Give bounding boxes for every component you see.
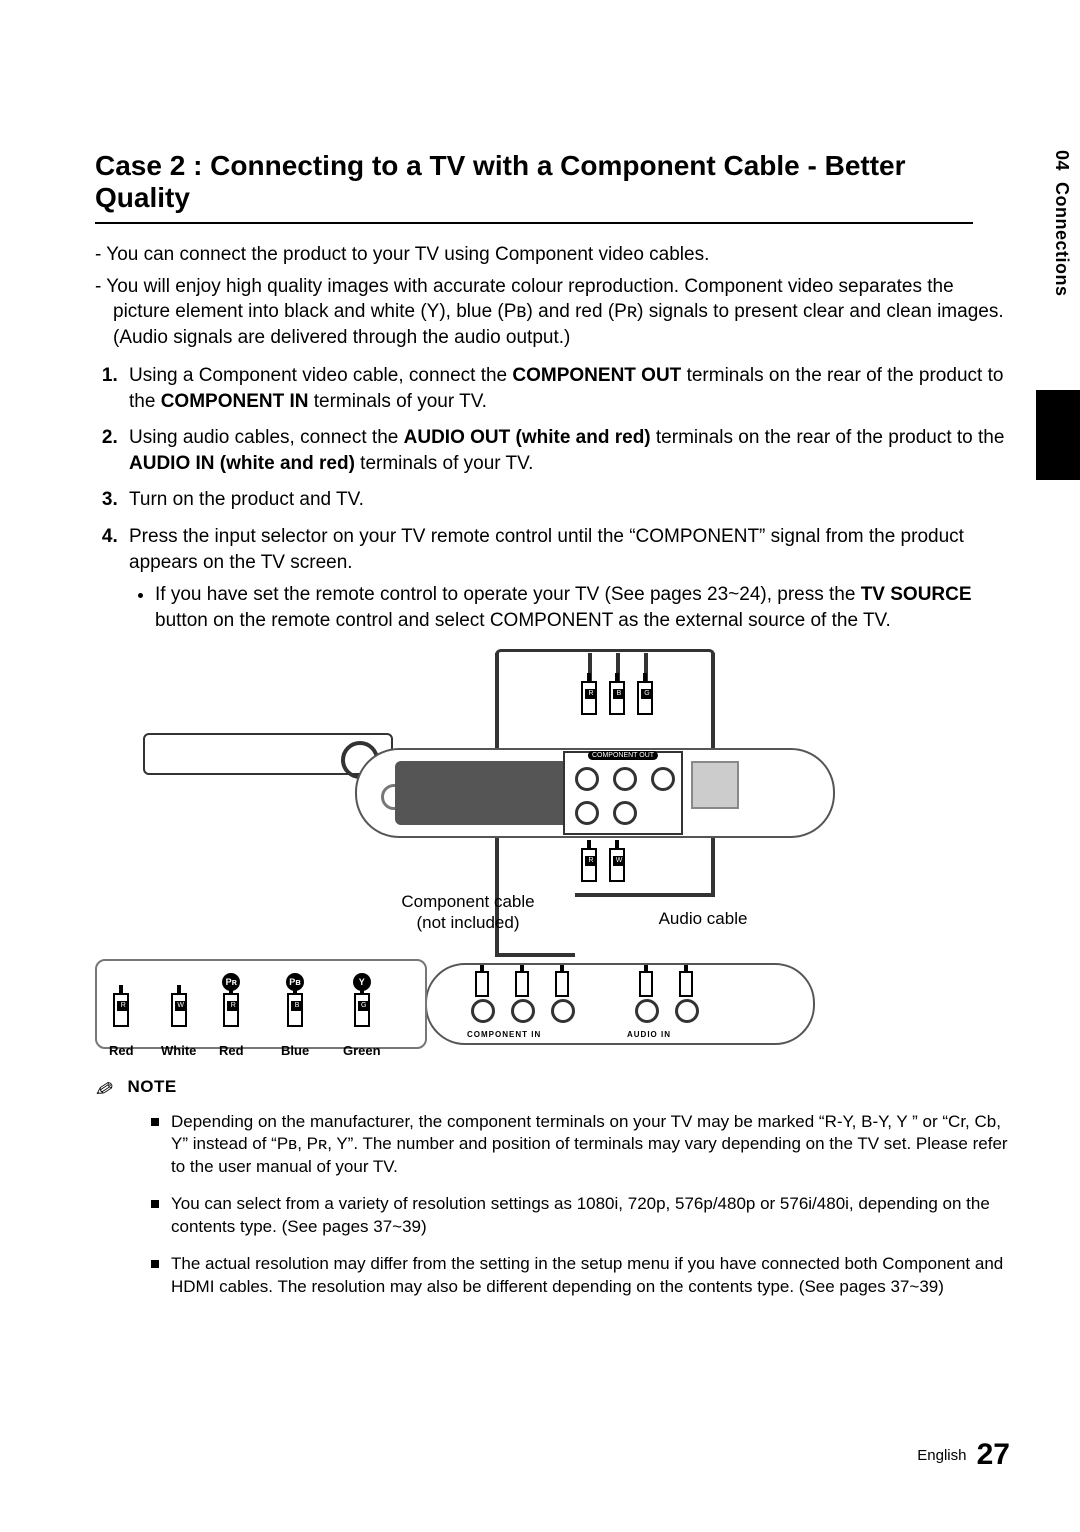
- text: Press the input selector on your TV remo…: [129, 526, 964, 573]
- plug-red: R: [581, 848, 597, 882]
- wire: [495, 649, 715, 655]
- step-1: Using a Component video cable, connect t…: [123, 363, 1010, 415]
- note-list: Depending on the manufacturer, the compo…: [95, 1111, 1010, 1300]
- color-label: Blue: [281, 1043, 309, 1058]
- tv-plug: [679, 971, 693, 997]
- intro-item: You will enjoy high quality images with …: [95, 274, 1010, 351]
- bold: AUDIO OUT (white and red): [404, 427, 651, 448]
- bold: AUDIO IN (white and red): [129, 453, 355, 474]
- jack: [575, 767, 599, 791]
- note-header: ✎ NOTE: [95, 1077, 1010, 1103]
- audio-in-label: AUDIO IN: [627, 1030, 671, 1039]
- note-item: The actual resolution may differ from th…: [151, 1253, 1010, 1299]
- step-4: Press the input selector on your TV remo…: [123, 524, 1010, 635]
- component-out-label: COMPONENT OUT: [588, 751, 658, 760]
- text: terminals of your TV.: [308, 391, 486, 412]
- plug-tag: W: [613, 856, 625, 866]
- color-plug-red: .RRed: [109, 973, 134, 1058]
- tv-jack: [675, 999, 699, 1023]
- text: If you have set the remote control to op…: [155, 584, 861, 605]
- plug-tag: G: [358, 1001, 370, 1011]
- color-label: Green: [343, 1043, 381, 1058]
- plug-tag: R: [585, 856, 597, 866]
- note-icon: ✎: [92, 1075, 115, 1104]
- plug-white: W: [609, 848, 625, 882]
- optical-box: [691, 761, 739, 809]
- plug-tag: B: [613, 689, 625, 699]
- bold: COMPONENT OUT: [512, 365, 681, 386]
- chapter-side-label: 04 Connections: [1051, 150, 1072, 297]
- color-plug-blue: PʙBBlue: [281, 973, 309, 1058]
- step-3: Turn on the product and TV.: [123, 487, 1010, 513]
- plug-tag: B: [291, 1001, 303, 1011]
- side-tab: [1036, 390, 1080, 480]
- plug-tag: R: [227, 1001, 239, 1011]
- connection-diagram: COMPONENT OUT R B G R W Component cable …: [95, 653, 985, 1053]
- plug-green: G: [637, 681, 653, 715]
- tv-plug: [515, 971, 529, 997]
- audio-cable-label: Audio cable: [643, 908, 763, 929]
- player-chassis: [143, 733, 393, 775]
- step-2: Using audio cables, connect the AUDIO OU…: [123, 425, 1010, 477]
- jack: [651, 767, 675, 791]
- jack: [575, 801, 599, 825]
- intro-list: You can connect the product to your TV u…: [95, 242, 1010, 351]
- footer-page-number: 27: [977, 1438, 1010, 1471]
- footer-language: English: [917, 1447, 966, 1464]
- wire: [575, 893, 715, 897]
- color-label: Red: [219, 1043, 244, 1058]
- plug-tag: W: [175, 1001, 187, 1011]
- component-in-label: COMPONENT IN: [467, 1030, 541, 1039]
- tv-plug: [555, 971, 569, 997]
- plug-tag: R: [585, 689, 597, 699]
- wire: [495, 953, 575, 957]
- heading-rule: [95, 222, 973, 224]
- component-out-box: COMPONENT OUT: [563, 751, 683, 835]
- plug-blue: B: [609, 681, 625, 715]
- color-label: White: [161, 1043, 196, 1058]
- note-item: You can select from a variety of resolut…: [151, 1193, 1010, 1239]
- jack: [613, 801, 637, 825]
- intro-item: You can connect the product to your TV u…: [95, 242, 1010, 268]
- text: button on the remote control and select …: [155, 610, 891, 631]
- color-plug-green: YGGreen: [343, 973, 381, 1058]
- text: terminals of your TV.: [355, 453, 533, 474]
- text: Using audio cables, connect the: [129, 427, 404, 448]
- text: Using a Component video cable, connect t…: [129, 365, 512, 386]
- note-item: Depending on the manufacturer, the compo…: [151, 1111, 1010, 1180]
- plug-red: R: [581, 681, 597, 715]
- steps-list: Using a Component video cable, connect t…: [95, 363, 1010, 635]
- jack: [613, 767, 637, 791]
- plug-tag: G: [641, 689, 653, 699]
- step-4-sub: If you have set the remote control to op…: [155, 582, 1010, 634]
- bold: COMPONENT IN: [161, 391, 309, 412]
- color-plug-white: .WWhite: [161, 973, 196, 1058]
- tv-rear-panel: COMPONENT IN AUDIO IN: [425, 963, 815, 1045]
- page-heading: Case 2 : Connecting to a TV with a Compo…: [95, 150, 1010, 214]
- tv-jack: [635, 999, 659, 1023]
- note-title: NOTE: [127, 1077, 176, 1103]
- chapter-title: Connections: [1052, 182, 1072, 297]
- tv-plug: [639, 971, 653, 997]
- tv-jack: [471, 999, 495, 1023]
- bold: TV SOURCE: [861, 584, 972, 605]
- text: terminals on the rear of the product to …: [651, 427, 1005, 448]
- component-cable-label: Component cable (not included): [383, 891, 553, 934]
- color-plug-red2: PʀRRed: [219, 973, 244, 1058]
- plug-tag: R: [117, 1001, 129, 1011]
- color-label: Red: [109, 1043, 134, 1058]
- tv-jack: [551, 999, 575, 1023]
- chapter-number: 04: [1052, 150, 1072, 171]
- tv-plug: [475, 971, 489, 997]
- tv-jack: [511, 999, 535, 1023]
- page-footer: English 27: [917, 1438, 1010, 1472]
